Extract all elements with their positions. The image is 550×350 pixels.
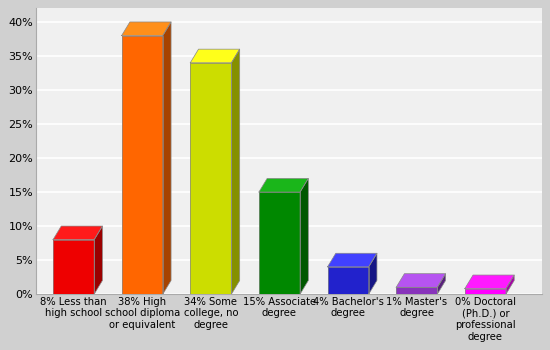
Bar [190,63,232,294]
Bar [465,289,506,294]
Polygon shape [300,178,309,294]
Bar [396,287,437,294]
Polygon shape [368,253,377,294]
Bar [259,192,300,294]
Bar [53,240,94,294]
Polygon shape [437,274,446,294]
Polygon shape [465,275,514,289]
Polygon shape [53,226,102,240]
Polygon shape [328,253,377,267]
Bar [328,267,369,294]
Polygon shape [396,274,446,287]
Polygon shape [232,49,240,294]
Polygon shape [506,275,514,294]
Polygon shape [94,226,102,294]
Polygon shape [190,49,240,63]
Polygon shape [122,22,171,36]
Bar [122,36,163,294]
Polygon shape [163,22,171,294]
Polygon shape [259,178,309,192]
